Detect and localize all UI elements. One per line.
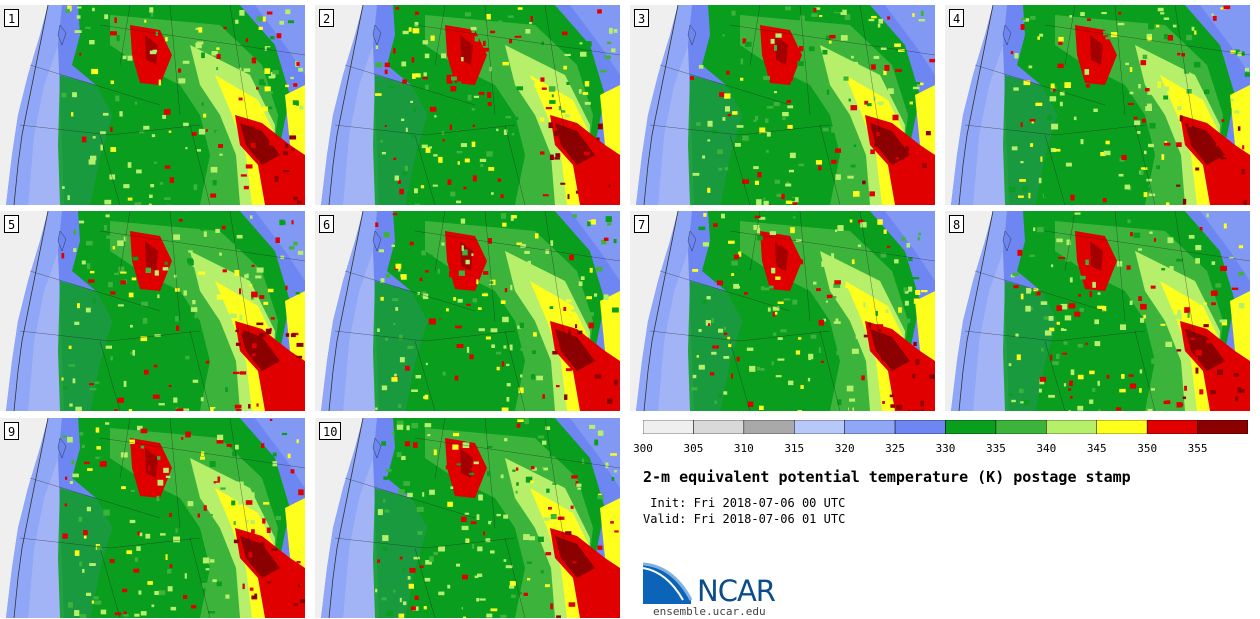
colorbar [643, 420, 1248, 434]
colorbar-segment [743, 420, 795, 434]
colorbar-segment [894, 420, 946, 434]
valid-time: Valid: Fri 2018-07-06 01 UTC [643, 512, 846, 526]
init-time: Init: Fri 2018-07-06 00 UTC [643, 496, 846, 510]
member-map [315, 5, 620, 205]
colorbar-tick-label: 320 [834, 442, 855, 455]
ensemble-member-panel: 3 [630, 5, 935, 205]
member-map [945, 211, 1250, 411]
ensemble-member-panel: 8 [945, 211, 1250, 411]
colorbar-tick-label: 355 [1187, 442, 1208, 455]
member-map [315, 211, 620, 411]
member-label: 10 [319, 422, 342, 440]
colorbar-tick-label: 335 [985, 442, 1006, 455]
colorbar-tick-label: 300 [633, 442, 653, 455]
member-label: 2 [319, 9, 335, 27]
page-title: 2-m equivalent potential temperature (K)… [643, 468, 1131, 486]
ensemble-member-panel: 5 [0, 211, 305, 411]
website-link: ensemble.ucar.edu [653, 605, 766, 618]
ensemble-member-panel: 10 [315, 418, 620, 618]
colorbar-segment [1146, 420, 1198, 434]
colorbar-tick-label: 345 [1086, 442, 1107, 455]
colorbar-segment [693, 420, 745, 434]
member-label: 3 [634, 9, 650, 27]
member-map [945, 5, 1250, 205]
member-label: 5 [4, 215, 20, 233]
member-map [0, 5, 305, 205]
colorbar-tick-label: 305 [683, 442, 704, 455]
member-label: 4 [949, 9, 965, 27]
colorbar-segment [1096, 420, 1148, 434]
ensemble-member-panel: 4 [945, 5, 1250, 205]
colorbar-tick-label: 310 [733, 442, 754, 455]
ensemble-member-panel: 2 [315, 5, 620, 205]
colorbar-segment [1197, 420, 1248, 434]
member-map [0, 418, 305, 618]
ncar-logo [643, 562, 693, 604]
colorbar-tick-label: 325 [885, 442, 906, 455]
colorbar-segment [995, 420, 1047, 434]
colorbar-tick-label: 340 [1036, 442, 1057, 455]
member-map [0, 211, 305, 411]
ensemble-member-panel: 1 [0, 5, 305, 205]
ensemble-member-panel: 9 [0, 418, 305, 618]
member-map [315, 418, 620, 618]
ensemble-member-panel: 6 [315, 211, 620, 411]
ncar-logo-text: NCAR [697, 574, 776, 608]
member-label: 1 [4, 9, 20, 27]
colorbar-segment [643, 420, 694, 434]
member-label: 9 [4, 422, 20, 440]
colorbar-tick-label: 330 [935, 442, 956, 455]
member-label: 8 [949, 215, 965, 233]
member-map [630, 211, 935, 411]
colorbar-segment [794, 420, 845, 434]
colorbar-segment [844, 420, 896, 434]
colorbar-segment [945, 420, 997, 434]
colorbar-tick-label: 315 [784, 442, 805, 455]
member-map [630, 5, 935, 205]
colorbar-tick-label: 350 [1137, 442, 1158, 455]
member-label: 7 [634, 215, 650, 233]
colorbar-segment [1046, 420, 1098, 434]
member-label: 6 [319, 215, 335, 233]
ensemble-member-panel: 7 [630, 211, 935, 411]
